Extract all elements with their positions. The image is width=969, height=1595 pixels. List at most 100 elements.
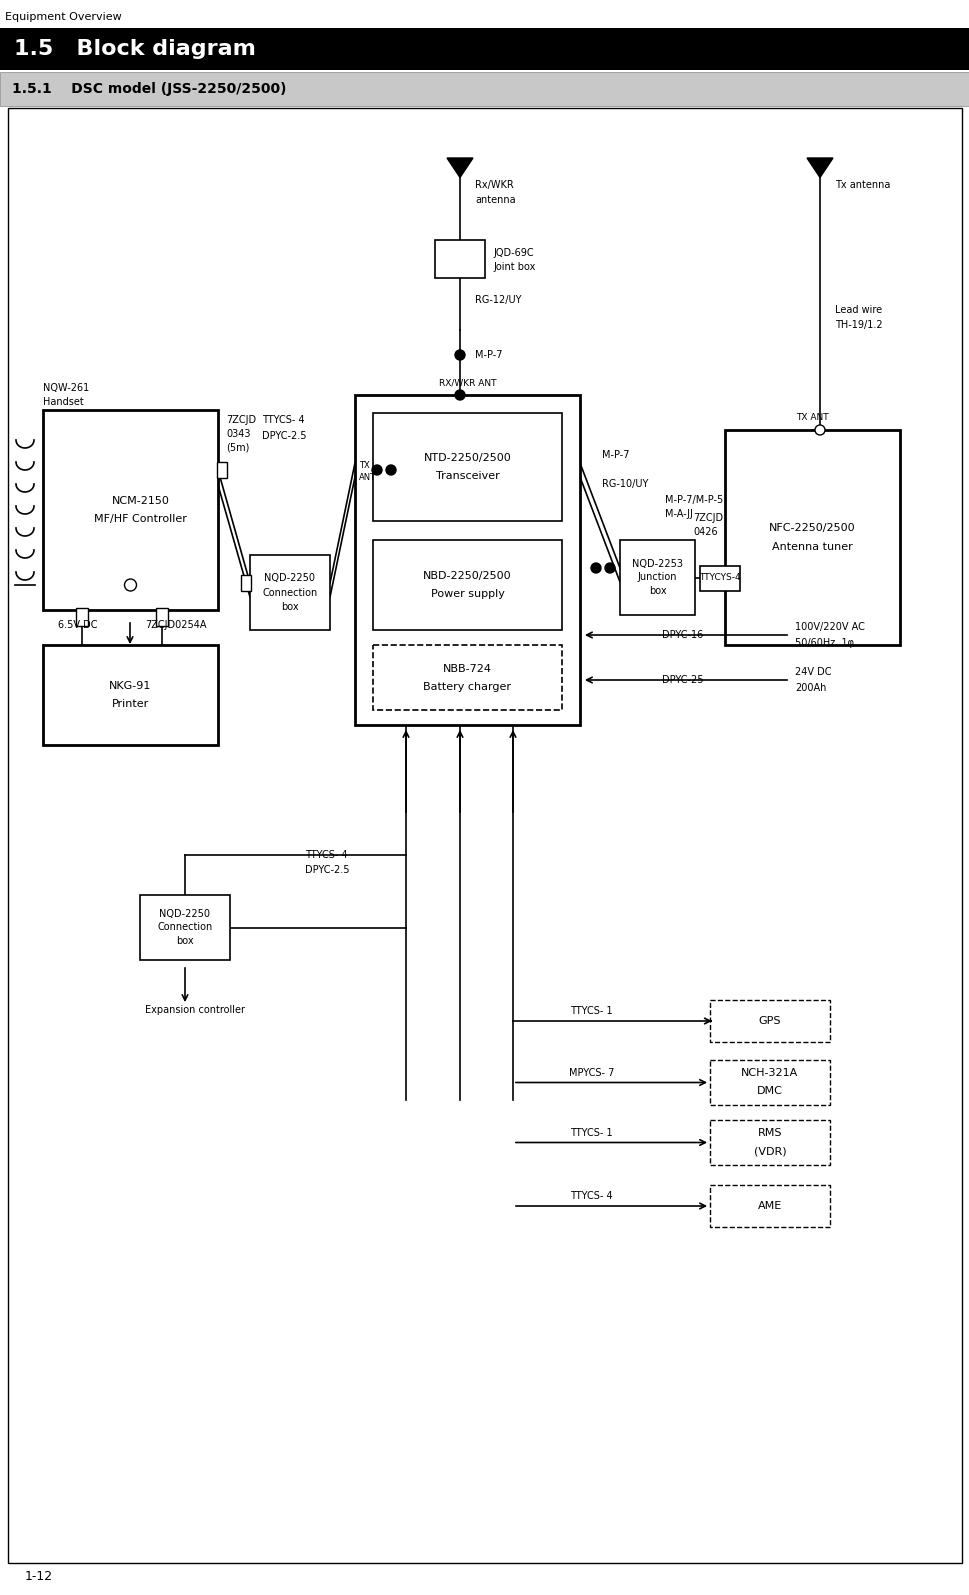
Text: Equipment Overview: Equipment Overview	[5, 13, 122, 22]
Bar	[373, 413, 561, 522]
Text: RX/WKR ANT: RX/WKR ANT	[438, 378, 496, 388]
Bar	[434, 239, 484, 278]
Text: NFC-2250/2500: NFC-2250/2500	[768, 523, 855, 533]
Text: TTYCS- 1: TTYCS- 1	[570, 1128, 612, 1137]
Text: NQD-2253: NQD-2253	[632, 558, 682, 568]
Text: antenna: antenna	[475, 195, 516, 206]
Text: 6.5V DC: 6.5V DC	[58, 620, 98, 630]
Bar	[140, 895, 230, 960]
Text: Rx/WKR: Rx/WKR	[475, 180, 514, 190]
Text: NQD-2250: NQD-2250	[159, 909, 210, 919]
Text: box: box	[176, 936, 194, 946]
Text: 0426: 0426	[692, 526, 717, 538]
Text: AME: AME	[757, 1201, 781, 1211]
Text: TX: TX	[359, 461, 369, 469]
Text: RMS: RMS	[757, 1129, 781, 1139]
Text: box: box	[648, 587, 666, 597]
Text: Connection: Connection	[262, 587, 317, 598]
Circle shape	[454, 391, 464, 400]
Text: Junction: Junction	[637, 573, 676, 582]
Circle shape	[590, 563, 601, 573]
Text: 100V/220V AC: 100V/220V AC	[795, 622, 864, 632]
Text: Printer: Printer	[111, 699, 149, 710]
Polygon shape	[806, 158, 832, 177]
Text: MPYCS- 7: MPYCS- 7	[568, 1067, 613, 1078]
Text: DPYC-2.5: DPYC-2.5	[304, 864, 349, 876]
Text: Power supply: Power supply	[430, 589, 504, 600]
Circle shape	[814, 424, 825, 435]
Bar	[355, 396, 579, 726]
Text: M-P-7/M-P-5: M-P-7/M-P-5	[665, 494, 723, 506]
Text: Connection: Connection	[157, 922, 212, 933]
Text: JQD-69C: JQD-69C	[492, 247, 533, 258]
Text: DPYC-25: DPYC-25	[661, 675, 703, 684]
Text: 1.5   Block diagram: 1.5 Block diagram	[14, 38, 256, 59]
Text: Expansion controller: Expansion controller	[144, 1005, 245, 1014]
Text: TTYCYS-4: TTYCYS-4	[699, 573, 740, 582]
Text: 0343: 0343	[226, 429, 250, 439]
Text: NQW-261: NQW-261	[43, 383, 89, 392]
Text: Antenna tuner: Antenna tuner	[771, 541, 852, 552]
Text: TTYCS- 4: TTYCS- 4	[262, 415, 304, 424]
Text: NTD-2250/2500: NTD-2250/2500	[423, 453, 511, 463]
Text: Tx antenna: Tx antenna	[834, 180, 890, 190]
Text: Handset: Handset	[43, 397, 83, 407]
Text: 1.5.1    DSC model (JSS-2250/2500): 1.5.1 DSC model (JSS-2250/2500)	[12, 81, 286, 96]
Text: Joint box: Joint box	[492, 262, 535, 273]
Circle shape	[386, 466, 395, 475]
Text: ANT: ANT	[359, 472, 376, 482]
Bar	[709, 1061, 829, 1105]
Bar	[709, 1000, 829, 1042]
Text: M-P-7: M-P-7	[475, 349, 502, 360]
Text: NQD-2250: NQD-2250	[265, 574, 315, 584]
Bar	[43, 410, 218, 609]
Text: (5m): (5m)	[226, 443, 249, 453]
Bar	[0, 72, 969, 105]
Text: RG-10/UY: RG-10/UY	[602, 478, 647, 490]
Text: M-A-JJ: M-A-JJ	[665, 509, 692, 518]
Circle shape	[124, 579, 137, 592]
Text: Battery charger: Battery charger	[423, 681, 511, 692]
Bar	[373, 644, 561, 710]
Bar	[250, 555, 329, 630]
Text: TTYCS- 1: TTYCS- 1	[570, 1006, 612, 1016]
Bar	[709, 1120, 829, 1164]
Text: NCM-2150: NCM-2150	[111, 496, 170, 506]
Text: 200Ah: 200Ah	[795, 683, 826, 692]
Bar	[240, 576, 251, 592]
Bar	[0, 29, 969, 70]
Text: 1-12: 1-12	[25, 1571, 53, 1584]
Text: NCH-321A: NCH-321A	[740, 1069, 797, 1078]
Text: NBD-2250/2500: NBD-2250/2500	[422, 571, 512, 581]
Text: MF/HF Controller: MF/HF Controller	[94, 514, 187, 525]
Bar	[76, 608, 88, 625]
Bar	[156, 608, 168, 625]
Text: 7ZCJD: 7ZCJD	[226, 415, 256, 424]
Text: NKG-91: NKG-91	[109, 681, 151, 691]
Text: Lead wire: Lead wire	[834, 305, 881, 314]
Text: 7ZCJD0254A: 7ZCJD0254A	[144, 620, 206, 630]
Text: M-P-7: M-P-7	[602, 450, 629, 459]
Bar	[619, 541, 694, 616]
Bar	[724, 431, 899, 644]
Bar	[700, 566, 739, 590]
Text: RG-12/UY: RG-12/UY	[475, 295, 521, 305]
Text: box: box	[281, 601, 298, 611]
Text: TTYCS- 4: TTYCS- 4	[304, 850, 347, 860]
Text: 7ZCJD: 7ZCJD	[692, 514, 722, 523]
Text: DPYC-2.5: DPYC-2.5	[262, 431, 306, 440]
Text: (VDR): (VDR)	[753, 1147, 786, 1156]
Bar	[217, 463, 227, 478]
Text: NBB-724: NBB-724	[443, 664, 491, 673]
Text: TH-19/1.2: TH-19/1.2	[834, 321, 882, 330]
Text: DMC: DMC	[756, 1086, 782, 1096]
Bar	[373, 541, 561, 630]
Circle shape	[605, 563, 614, 573]
Text: GPS: GPS	[758, 1016, 780, 1026]
Text: TTYCS- 4: TTYCS- 4	[570, 1191, 612, 1201]
Text: 24V DC: 24V DC	[795, 667, 830, 676]
Text: 50/60Hz  1φ: 50/60Hz 1φ	[795, 638, 854, 648]
Text: TX ANT: TX ANT	[796, 413, 828, 423]
Bar	[43, 644, 218, 745]
Bar	[709, 1185, 829, 1227]
